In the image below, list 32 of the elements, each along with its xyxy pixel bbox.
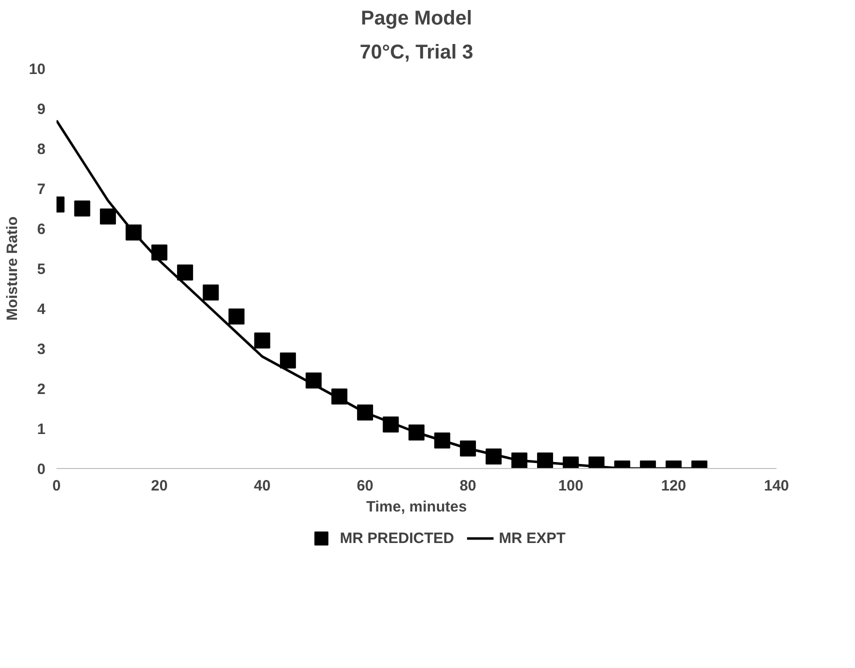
legend-label: MR EXPT — [498, 530, 566, 547]
x-tick-label: 120 — [661, 478, 686, 494]
y-tick-label: 4 — [37, 301, 46, 318]
y-tick-label: 0 — [37, 461, 46, 478]
point — [74, 200, 90, 216]
y-tick-label: 6 — [37, 221, 46, 238]
chart-title: Page Model — [360, 8, 472, 30]
y-tick-label: 2 — [37, 381, 46, 398]
x-axis-title: Time, minutes — [366, 498, 467, 516]
x-tick-label: 80 — [460, 478, 476, 494]
point — [177, 264, 194, 280]
x-tick-label: 40 — [254, 478, 271, 494]
legend-label: MR PREDICTED — [340, 530, 454, 547]
x-tick-label: 20 — [151, 478, 168, 494]
y-tick-label: 5 — [37, 261, 46, 278]
point — [280, 352, 296, 368]
y-tick-label: 7 — [37, 181, 46, 198]
y-tick-label: 10 — [28, 61, 46, 78]
y-tick-label: 8 — [37, 141, 46, 158]
point — [254, 332, 270, 348]
y-tick-label: 9 — [37, 101, 46, 118]
point — [202, 284, 219, 300]
x-tick-label: 0 — [52, 478, 61, 494]
y-tick-label: 3 — [37, 341, 46, 358]
point — [100, 208, 116, 224]
x-tick-label: 140 — [764, 478, 790, 494]
y-axis-title: Moisture Ratio — [4, 216, 21, 321]
x-tick-label: 60 — [356, 478, 374, 494]
x-tick-label: 100 — [558, 478, 584, 494]
y-tick-label: 1 — [37, 421, 46, 438]
chart-subtitle: 70°C, Trial 3 — [360, 42, 474, 64]
point — [228, 308, 244, 324]
